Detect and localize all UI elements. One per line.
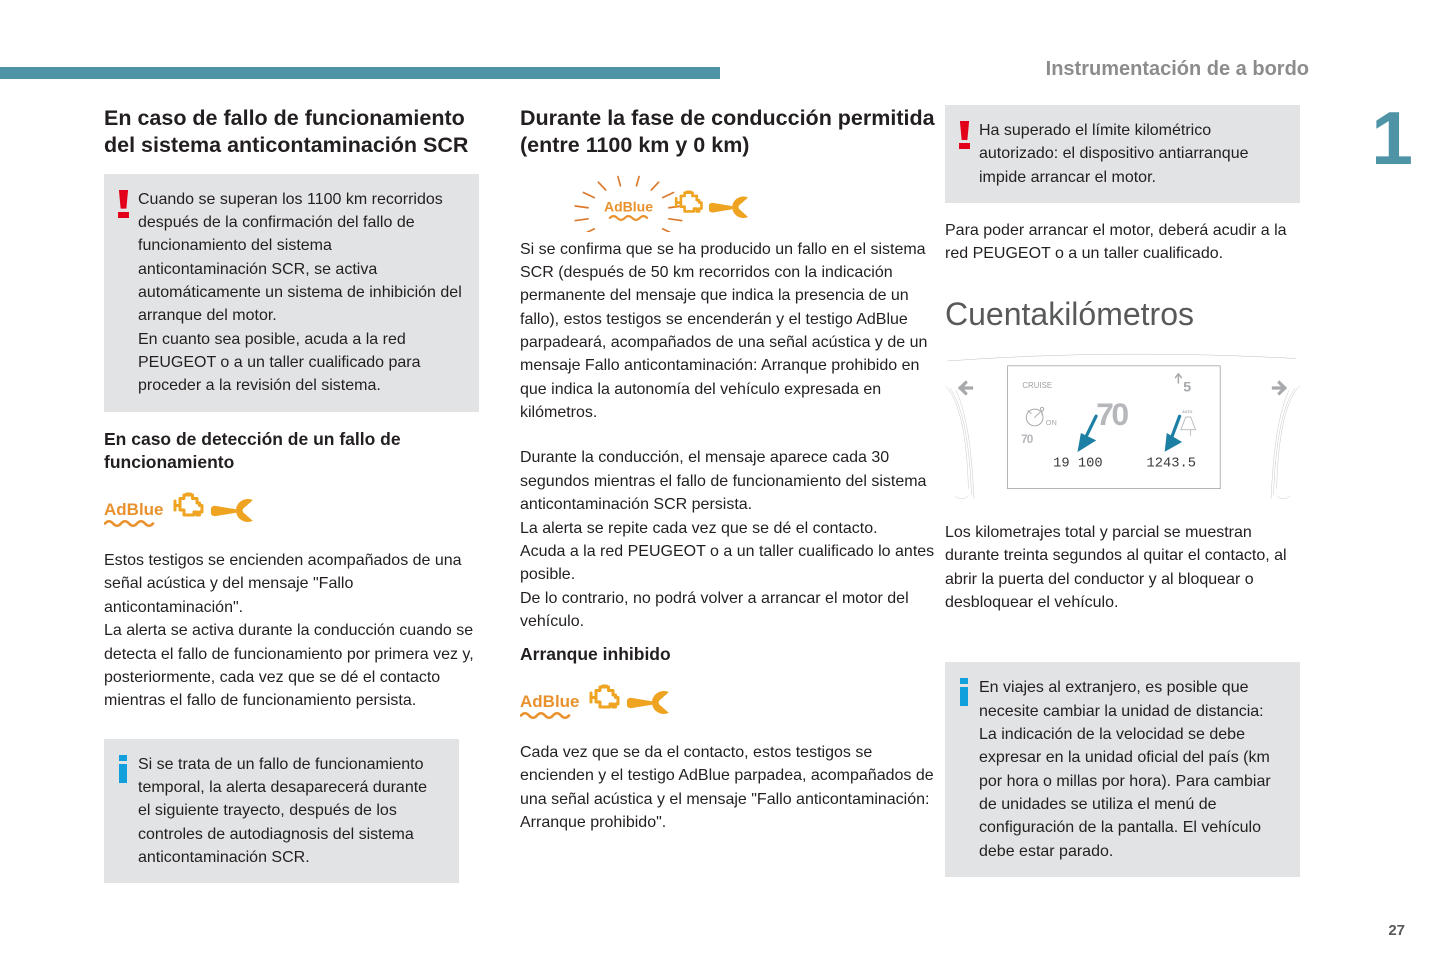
svg-text:ON: ON — [1046, 418, 1057, 427]
svg-text:5: 5 — [1183, 379, 1191, 395]
svg-text:70: 70 — [1096, 396, 1128, 432]
svg-text:AdBlue: AdBlue — [520, 692, 580, 711]
svg-text:19 100: 19 100 — [1053, 456, 1103, 471]
svg-text:AdBlue: AdBlue — [604, 198, 653, 214]
svg-text:70: 70 — [1021, 433, 1034, 446]
svg-text:1243.5: 1243.5 — [1146, 456, 1196, 471]
svg-text:AdBlue: AdBlue — [104, 500, 164, 519]
svg-text:CRUISE: CRUISE — [1022, 381, 1052, 390]
svg-text:AUTO: AUTO — [1182, 410, 1192, 414]
